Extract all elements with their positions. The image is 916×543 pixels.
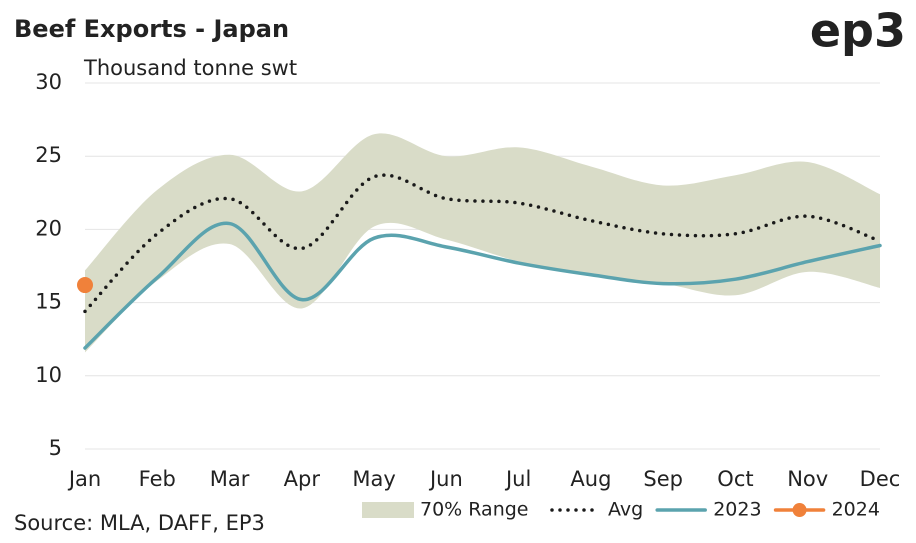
range-band	[85, 133, 880, 353]
x-tick-label: Dec	[860, 467, 901, 491]
y-tick-label: 20	[35, 216, 62, 240]
legend-label: Avg	[608, 499, 643, 521]
legend-marker	[792, 503, 807, 517]
x-tick-label: May	[352, 467, 395, 491]
y-tick-label: 10	[35, 363, 62, 387]
x-tick-label: Feb	[139, 467, 176, 491]
x-tick-label: Jul	[504, 467, 531, 491]
x-tick-label: Apr	[284, 467, 321, 491]
x-tick-label: Jun	[428, 467, 463, 491]
y-tick-label: 5	[49, 436, 62, 460]
legend-label: 70% Range	[420, 499, 529, 521]
x-tick-label: Aug	[570, 467, 611, 491]
series-line	[83, 221, 882, 350]
chart-title: Beef Exports - Japan	[14, 15, 289, 43]
legend-label: 2024	[832, 499, 880, 521]
y-tick-label: 15	[35, 290, 62, 314]
point	[77, 277, 93, 294]
x-tick-label: Jan	[67, 467, 101, 491]
x-tick-label: Oct	[717, 467, 753, 491]
x-tick-label: Mar	[210, 467, 250, 491]
series-line	[83, 173, 882, 314]
subtitle: Thousand tonne swt	[83, 56, 297, 80]
x-tick-label: Sep	[643, 467, 683, 491]
legend-label: 2023	[713, 499, 761, 521]
legend-swatch	[362, 502, 414, 518]
logo: ep3	[810, 4, 906, 58]
y-tick-label: 25	[35, 143, 62, 167]
source: Source: MLA, DAFF, EP3	[14, 511, 265, 535]
y-tick-label: 30	[35, 70, 62, 94]
x-tick-label: Nov	[787, 467, 828, 491]
